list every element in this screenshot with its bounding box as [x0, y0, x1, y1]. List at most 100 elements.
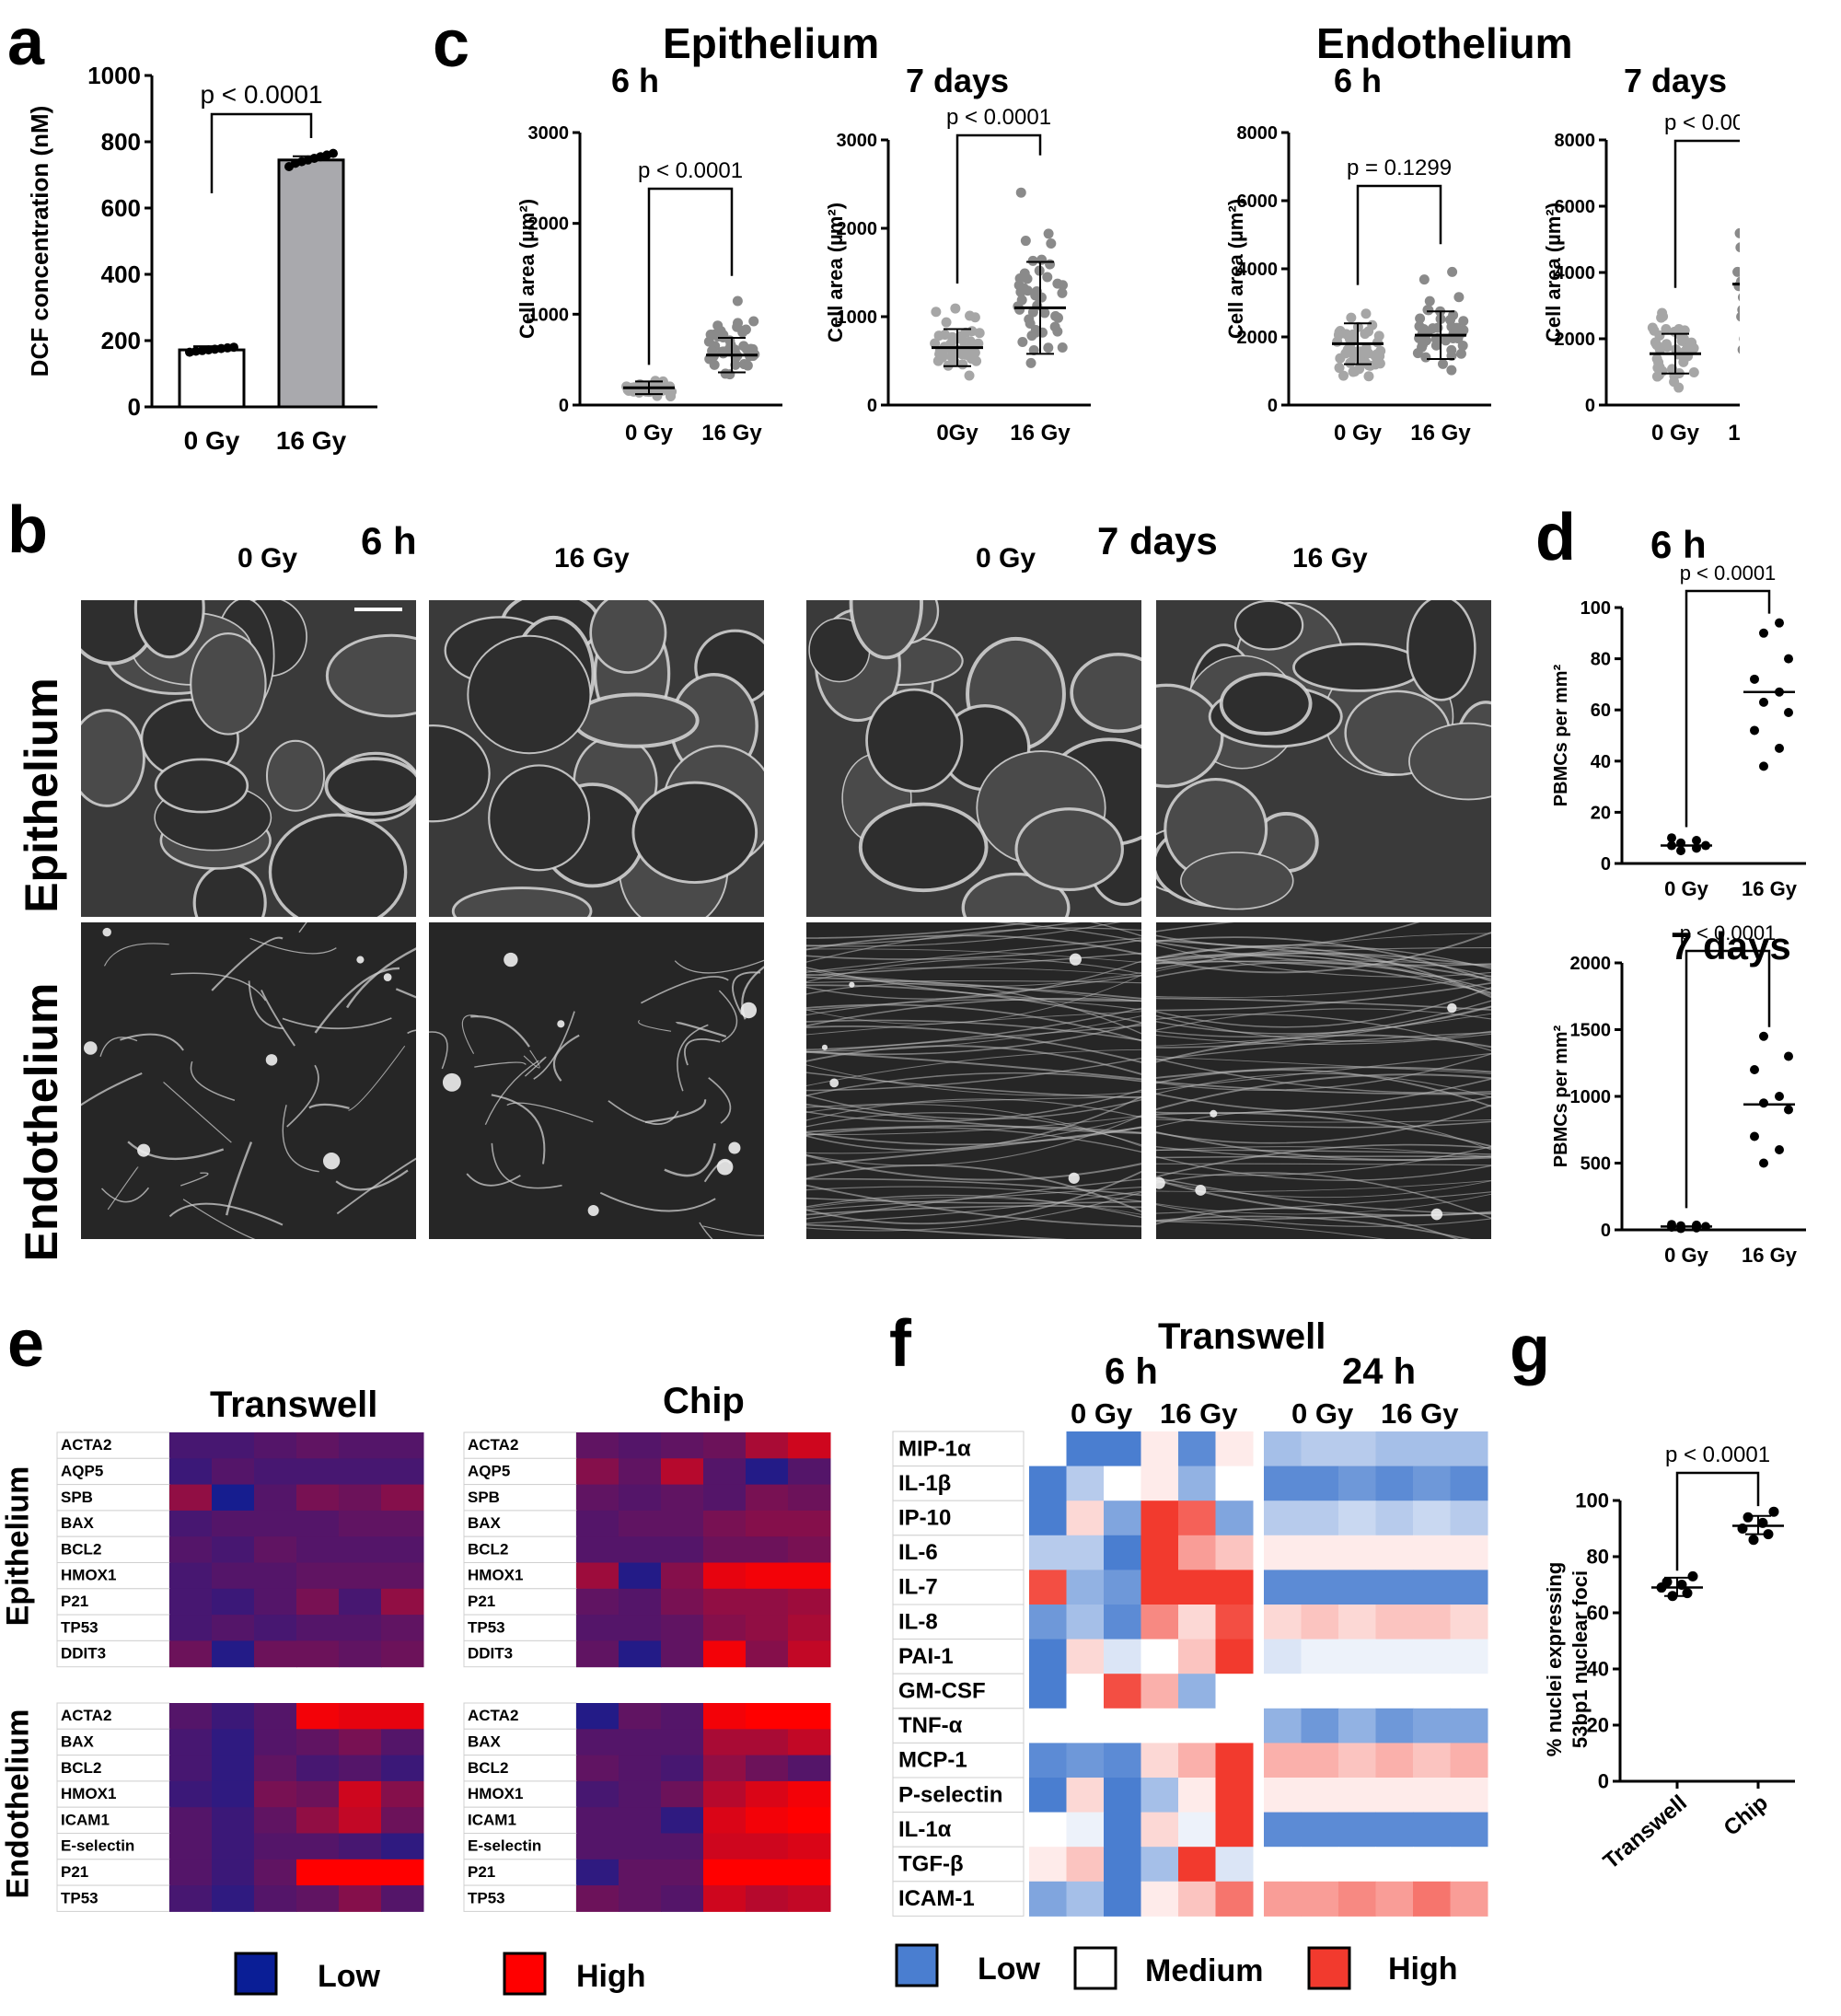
f-heat-cell [1066, 1847, 1105, 1883]
cell-junction [99, 1037, 138, 1057]
e-heat-cell [381, 1458, 424, 1486]
f-heat-cell [1140, 1466, 1179, 1501]
e-gene-label: BCL2 [61, 1759, 101, 1777]
f-cytokine-label: IP-10 [898, 1506, 951, 1531]
f-heat-cell [1215, 1778, 1254, 1813]
e-gene-cell [463, 1859, 577, 1886]
label-time-6h: 6 h [361, 519, 417, 562]
c0-pvalue: p < 0.0001 [638, 158, 743, 183]
bright-spot [1210, 1109, 1218, 1118]
c2-point [1430, 340, 1442, 351]
c0-point [707, 345, 718, 356]
f-heat-cell [1215, 1881, 1254, 1917]
f-heat-cell [1029, 1881, 1067, 1917]
e-gene-label: P21 [61, 1863, 88, 1881]
stress-fiber [806, 1022, 1141, 1056]
f-heat-cell [1301, 1778, 1339, 1813]
c1-point [1015, 187, 1026, 198]
c0-point [657, 376, 668, 387]
c3-point [1688, 367, 1699, 378]
bright-spot [821, 1044, 828, 1050]
d0-x-label: 16 Gy [1742, 877, 1798, 900]
bright-spot [504, 952, 518, 967]
stress-fiber [806, 975, 1141, 1011]
micrograph-endothelium-7d-0gy [806, 922, 1141, 1239]
f-heat-cell [1029, 1708, 1067, 1744]
d1-point [1784, 1051, 1793, 1061]
e-heat-cell [296, 1588, 340, 1616]
e-heat-cell [703, 1859, 747, 1886]
c2-y-tick-label: 4000 [1237, 260, 1279, 280]
stress-fiber [1156, 1193, 1491, 1215]
f-heat-cell [1029, 1605, 1067, 1640]
c3-point [1737, 293, 1740, 302]
stress-fiber [1156, 1013, 1491, 1047]
e-heat-cell [169, 1458, 213, 1486]
f-cytokine-label: MCP-1 [898, 1748, 967, 1773]
c2-point [1447, 266, 1458, 277]
stress-fiber [806, 1116, 1141, 1154]
e-heat-cell [619, 1807, 662, 1834]
cell-outline [631, 781, 758, 885]
cell-junction [81, 1072, 143, 1106]
f-cytokine-cell [892, 1846, 1025, 1883]
f-heat-cell [1178, 1743, 1216, 1778]
f-heat-cell [1375, 1639, 1414, 1674]
f-heat-cell [1264, 1778, 1302, 1813]
e-heat-cell [254, 1703, 297, 1730]
e-heat-cell [703, 1536, 747, 1563]
stress-fiber [1156, 922, 1420, 947]
cell-outline [1180, 852, 1294, 910]
micrograph-epithelium-6h-16gy [429, 600, 764, 917]
stress-fiber [806, 1197, 1141, 1204]
cell-junction [348, 1045, 406, 1111]
f-heat-cell [1375, 1466, 1414, 1501]
e-gene-label: ICAM1 [468, 1811, 516, 1828]
f-heat-cell [1104, 1639, 1141, 1674]
f-heat-cell [1104, 1535, 1141, 1570]
e-heat-cell [746, 1755, 789, 1782]
f-heat-cell [1338, 1674, 1376, 1709]
e-heat-cell [296, 1729, 340, 1756]
d0-point [1750, 725, 1759, 736]
cell-junction [190, 1060, 236, 1101]
cell-junction [474, 1061, 527, 1068]
stress-fiber [806, 1049, 1141, 1087]
d0-point [1784, 707, 1793, 717]
c1-point [1049, 321, 1060, 332]
e-gene-cell [56, 1859, 170, 1886]
cell-outline [1070, 653, 1141, 734]
c1-point [1027, 255, 1038, 266]
e-gene-label: TP53 [468, 1889, 505, 1906]
cell-outline [1406, 600, 1476, 701]
f-heat-cell [1029, 1431, 1067, 1467]
g-point [1768, 1506, 1779, 1517]
e-heat-cell [788, 1703, 831, 1730]
c1-point [1019, 268, 1030, 279]
e-gene-label: BCL2 [61, 1540, 101, 1558]
bright-spot [716, 1158, 734, 1176]
e-gene-label: ACTA2 [61, 1436, 111, 1454]
cell-outline [81, 709, 145, 807]
bright-spot [557, 1020, 565, 1028]
e-gene-label: SPB [61, 1489, 93, 1506]
bright-spot [587, 1205, 599, 1217]
e-heat-cell [661, 1510, 704, 1537]
f-heat-cell [1450, 1639, 1488, 1674]
f-heat-cell [1215, 1639, 1254, 1674]
f-heat-cell [1066, 1570, 1105, 1605]
f-heat-cell [1029, 1847, 1067, 1883]
f-cytokine-label: TNF-α [898, 1713, 963, 1738]
e-heat-cell [296, 1536, 340, 1563]
c2-point [1363, 360, 1374, 371]
stress-fiber [1156, 1179, 1491, 1217]
c2-point [1346, 312, 1357, 323]
e-heat-cell [212, 1859, 255, 1886]
label-time-7days: 7 days [1097, 519, 1218, 562]
e-heat-cell [296, 1640, 340, 1668]
e-heat-cell [703, 1703, 747, 1730]
e-heat-cell [381, 1859, 424, 1886]
e-heat-cell [339, 1588, 382, 1616]
e-heat-cell [381, 1640, 424, 1668]
e-heat-cell [296, 1484, 340, 1512]
